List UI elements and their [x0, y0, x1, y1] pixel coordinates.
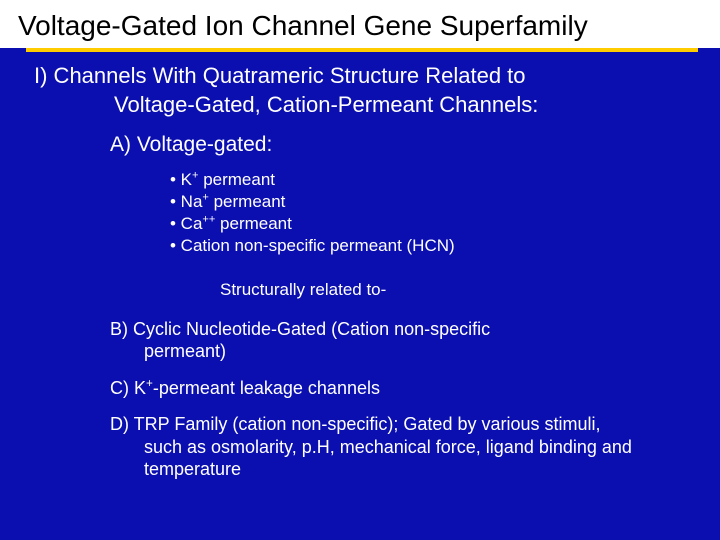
item-d-line3: temperature — [110, 458, 690, 481]
note-text: Structurally related to- — [30, 280, 690, 300]
item-b-line1: B) Cyclic Nucleotide-Gated (Cation non-s… — [110, 318, 690, 341]
item-d-line2: such as osmolarity, p.H, mechanical forc… — [110, 436, 690, 459]
item-b: B) Cyclic Nucleotide-Gated (Cation non-s… — [110, 318, 690, 363]
item-c: C) K+-permeant leakage channels — [110, 377, 690, 400]
item-b-line2: permeant) — [110, 340, 690, 363]
bullet-ca: • Ca++ permeant — [170, 213, 690, 235]
bullet-k: • K+ permeant — [170, 169, 690, 191]
subsection-a: A) Voltage-gated: — [30, 133, 690, 157]
lower-list: B) Cyclic Nucleotide-Gated (Cation non-s… — [30, 318, 690, 481]
section-i-line2: Voltage-Gated, Cation-Permeant Channels: — [34, 91, 690, 120]
title-bar: Voltage-Gated Ion Channel Gene Superfami… — [0, 0, 720, 48]
bullet-cation: • Cation non-specific permeant (HCN) — [170, 235, 690, 257]
bullet-na: • Na+ permeant — [170, 191, 690, 213]
slide-title: Voltage-Gated Ion Channel Gene Superfami… — [18, 10, 702, 42]
bullet-list: • K+ permeant • Na+ permeant • Ca++ perm… — [30, 169, 690, 257]
section-i: I) Channels With Quatrameric Structure R… — [30, 62, 690, 119]
item-d-line1: D) TRP Family (cation non-specific); Gat… — [110, 413, 690, 436]
item-d: D) TRP Family (cation non-specific); Gat… — [110, 413, 690, 481]
content-area: I) Channels With Quatrameric Structure R… — [0, 52, 720, 481]
section-i-line1: I) Channels With Quatrameric Structure R… — [34, 62, 690, 91]
